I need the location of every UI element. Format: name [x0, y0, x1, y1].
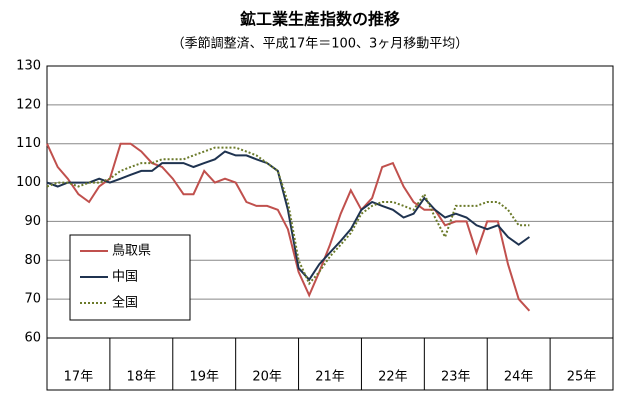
legend-label: 全国 — [112, 295, 138, 311]
x-tick-label: 25年 — [567, 370, 597, 385]
chart-subtitle: （季節調整済、平成17年＝100、3ヶ月移動平均） — [172, 36, 469, 52]
x-tick-label: 24年 — [504, 370, 534, 385]
chart-title: 鉱工業生産指数の推移 — [240, 10, 400, 29]
x-tick-label: 19年 — [189, 370, 219, 385]
x-tick-label: 20年 — [252, 370, 282, 385]
x-tick-label: 23年 — [441, 370, 471, 385]
y-tick-label: 60 — [24, 331, 41, 346]
plot-frame — [46, 65, 614, 391]
x-tick-label: 17年 — [64, 370, 94, 385]
series-line — [46, 150, 530, 282]
y-tick-label: 110 — [16, 136, 41, 151]
legend-label: 鳥取県 — [112, 244, 151, 259]
x-tick-label: 21年 — [315, 370, 345, 385]
x-tick-label: 22年 — [378, 370, 408, 385]
y-tick-label: 120 — [16, 97, 41, 112]
y-tick-label: 90 — [24, 214, 41, 229]
y-tick-label: 80 — [24, 253, 41, 268]
x-tick-label: 18年 — [127, 370, 157, 385]
y-tick-label: 130 — [16, 59, 41, 74]
y-tick-label: 100 — [16, 175, 41, 190]
legend-label: 中国 — [112, 270, 138, 285]
y-tick-label: 70 — [24, 292, 41, 307]
